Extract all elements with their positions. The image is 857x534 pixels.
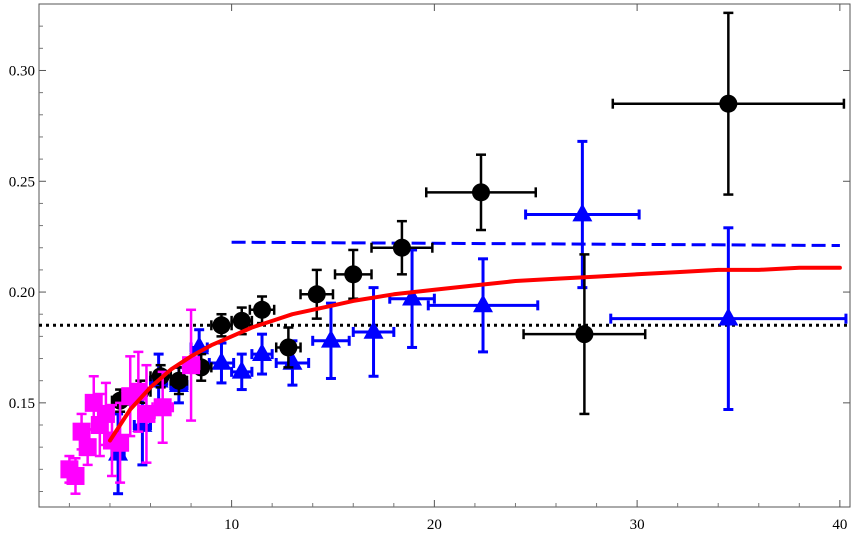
square-point xyxy=(72,422,91,441)
triangle-point xyxy=(320,329,341,348)
square-point xyxy=(153,398,172,417)
circle-point xyxy=(719,94,738,113)
y-axis: 0.15 0.20 0.25 0.30 xyxy=(9,25,850,492)
triangle-point xyxy=(718,307,739,326)
triangle-point xyxy=(252,342,273,361)
triangle-point xyxy=(572,203,593,222)
x-tick-label: 20 xyxy=(427,517,442,533)
triangle-point xyxy=(231,360,252,379)
dashed-reference-line xyxy=(231,240,840,247)
y-tick-label: 0.15 xyxy=(9,396,35,412)
circle-point xyxy=(212,316,231,335)
square-point xyxy=(111,433,130,452)
square-point xyxy=(78,438,97,457)
circle-point xyxy=(471,183,490,202)
square-point xyxy=(96,404,115,423)
circle-point xyxy=(232,311,251,330)
y-tick-label: 0.30 xyxy=(9,63,35,79)
x-tick-label: 10 xyxy=(224,517,239,533)
circle-point xyxy=(279,338,298,357)
square-point xyxy=(66,466,85,485)
circle-point xyxy=(169,371,188,390)
triangle-point xyxy=(402,287,423,306)
plot-frame xyxy=(38,3,851,508)
circle-point xyxy=(344,265,363,284)
circle-point xyxy=(392,238,411,257)
triangle-point xyxy=(211,351,232,370)
circle-point xyxy=(253,300,272,319)
circle-series xyxy=(110,11,846,416)
square-point xyxy=(137,404,156,423)
fit-curve-layer xyxy=(108,265,842,443)
fit-curve xyxy=(108,265,842,443)
x-tick-label: 40 xyxy=(832,517,847,533)
y-tick-label: 0.20 xyxy=(9,285,35,301)
triangle-point xyxy=(473,294,494,313)
reference-lines xyxy=(39,240,850,327)
circle-point xyxy=(307,285,326,304)
x-axis: 10 20 30 40 xyxy=(68,4,847,533)
circle-point xyxy=(575,325,594,344)
y-tick-label: 0.25 xyxy=(9,174,35,190)
x-tick-label: 30 xyxy=(630,517,645,533)
triangle-point xyxy=(363,320,384,339)
